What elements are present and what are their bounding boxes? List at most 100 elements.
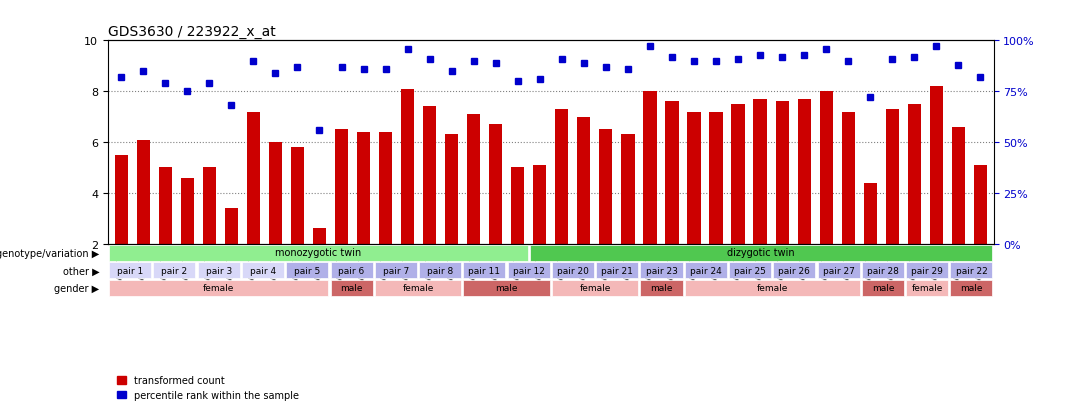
FancyBboxPatch shape: [862, 263, 904, 279]
Bar: [864, 183, 877, 244]
Bar: [489, 125, 502, 244]
Bar: [621, 135, 635, 244]
Bar: [599, 130, 612, 244]
Text: pair 26: pair 26: [779, 266, 810, 275]
Bar: [203, 168, 216, 244]
FancyBboxPatch shape: [109, 280, 328, 297]
Bar: [401, 90, 415, 244]
FancyBboxPatch shape: [640, 280, 683, 297]
Text: pair 12: pair 12: [513, 266, 544, 275]
Text: female: female: [402, 284, 434, 293]
Text: pair 25: pair 25: [734, 266, 766, 275]
FancyBboxPatch shape: [950, 263, 993, 279]
FancyBboxPatch shape: [773, 263, 815, 279]
FancyBboxPatch shape: [596, 263, 638, 279]
Text: monozygotic twin: monozygotic twin: [275, 248, 362, 258]
Bar: [379, 133, 392, 244]
FancyBboxPatch shape: [109, 263, 151, 279]
Text: pair 3: pair 3: [205, 266, 232, 275]
Text: pair 24: pair 24: [690, 266, 721, 275]
Bar: [731, 104, 745, 244]
Text: pair 6: pair 6: [338, 266, 365, 275]
Text: female: female: [756, 284, 788, 293]
Bar: [225, 209, 238, 244]
Bar: [930, 87, 943, 244]
FancyBboxPatch shape: [463, 263, 505, 279]
FancyBboxPatch shape: [508, 263, 550, 279]
Text: pair 7: pair 7: [382, 266, 409, 275]
FancyBboxPatch shape: [685, 263, 727, 279]
Bar: [555, 110, 568, 244]
Text: pair 23: pair 23: [646, 266, 677, 275]
Text: male: male: [340, 284, 363, 293]
Bar: [335, 130, 348, 244]
Text: pair 27: pair 27: [823, 266, 854, 275]
Bar: [754, 100, 767, 244]
Bar: [687, 112, 701, 244]
FancyBboxPatch shape: [862, 280, 904, 297]
Text: gender ▶: gender ▶: [54, 283, 99, 294]
Text: male: male: [872, 284, 894, 293]
Bar: [820, 92, 833, 244]
Bar: [511, 168, 525, 244]
FancyBboxPatch shape: [463, 280, 550, 297]
Bar: [841, 112, 854, 244]
FancyBboxPatch shape: [552, 263, 594, 279]
FancyBboxPatch shape: [286, 263, 328, 279]
Bar: [644, 92, 657, 244]
Bar: [974, 166, 987, 244]
Text: pair 22: pair 22: [956, 266, 987, 275]
Bar: [159, 168, 172, 244]
FancyBboxPatch shape: [685, 280, 860, 297]
Bar: [269, 143, 282, 244]
Bar: [291, 148, 305, 244]
FancyBboxPatch shape: [330, 263, 373, 279]
Bar: [313, 229, 326, 244]
Text: pair 1: pair 1: [117, 266, 144, 275]
FancyBboxPatch shape: [375, 280, 461, 297]
Text: female: female: [579, 284, 611, 293]
FancyBboxPatch shape: [906, 263, 948, 279]
Bar: [114, 155, 127, 244]
Bar: [356, 133, 370, 244]
FancyBboxPatch shape: [530, 245, 993, 261]
FancyBboxPatch shape: [109, 245, 527, 261]
Bar: [907, 104, 921, 244]
FancyBboxPatch shape: [950, 280, 993, 297]
Text: GDS3630 / 223922_x_at: GDS3630 / 223922_x_at: [108, 25, 275, 39]
Text: pair 11: pair 11: [469, 266, 500, 275]
Text: pair 29: pair 29: [912, 266, 943, 275]
Text: pair 8: pair 8: [427, 266, 454, 275]
FancyBboxPatch shape: [729, 263, 771, 279]
Text: pair 28: pair 28: [867, 266, 899, 275]
Bar: [886, 110, 899, 244]
Text: pair 5: pair 5: [294, 266, 321, 275]
Bar: [467, 115, 481, 244]
FancyBboxPatch shape: [552, 280, 638, 297]
Bar: [951, 128, 964, 244]
Text: female: female: [203, 284, 234, 293]
Text: genotype/variation ▶: genotype/variation ▶: [0, 248, 99, 258]
Bar: [710, 112, 723, 244]
FancyBboxPatch shape: [375, 263, 417, 279]
Bar: [577, 117, 591, 244]
FancyBboxPatch shape: [153, 263, 195, 279]
FancyBboxPatch shape: [330, 280, 373, 297]
Bar: [775, 102, 788, 244]
Bar: [137, 140, 150, 244]
Text: female: female: [912, 284, 943, 293]
Text: dizygotic twin: dizygotic twin: [727, 248, 795, 258]
Text: pair 2: pair 2: [161, 266, 188, 275]
FancyBboxPatch shape: [419, 263, 461, 279]
Text: male: male: [960, 284, 983, 293]
Bar: [445, 135, 458, 244]
Bar: [423, 107, 436, 244]
Bar: [180, 178, 194, 244]
Bar: [797, 100, 811, 244]
Bar: [534, 166, 546, 244]
Legend: transformed count, percentile rank within the sample: transformed count, percentile rank withi…: [113, 371, 303, 404]
FancyBboxPatch shape: [906, 280, 948, 297]
Text: pair 21: pair 21: [602, 266, 633, 275]
Text: male: male: [496, 284, 517, 293]
FancyBboxPatch shape: [198, 263, 240, 279]
